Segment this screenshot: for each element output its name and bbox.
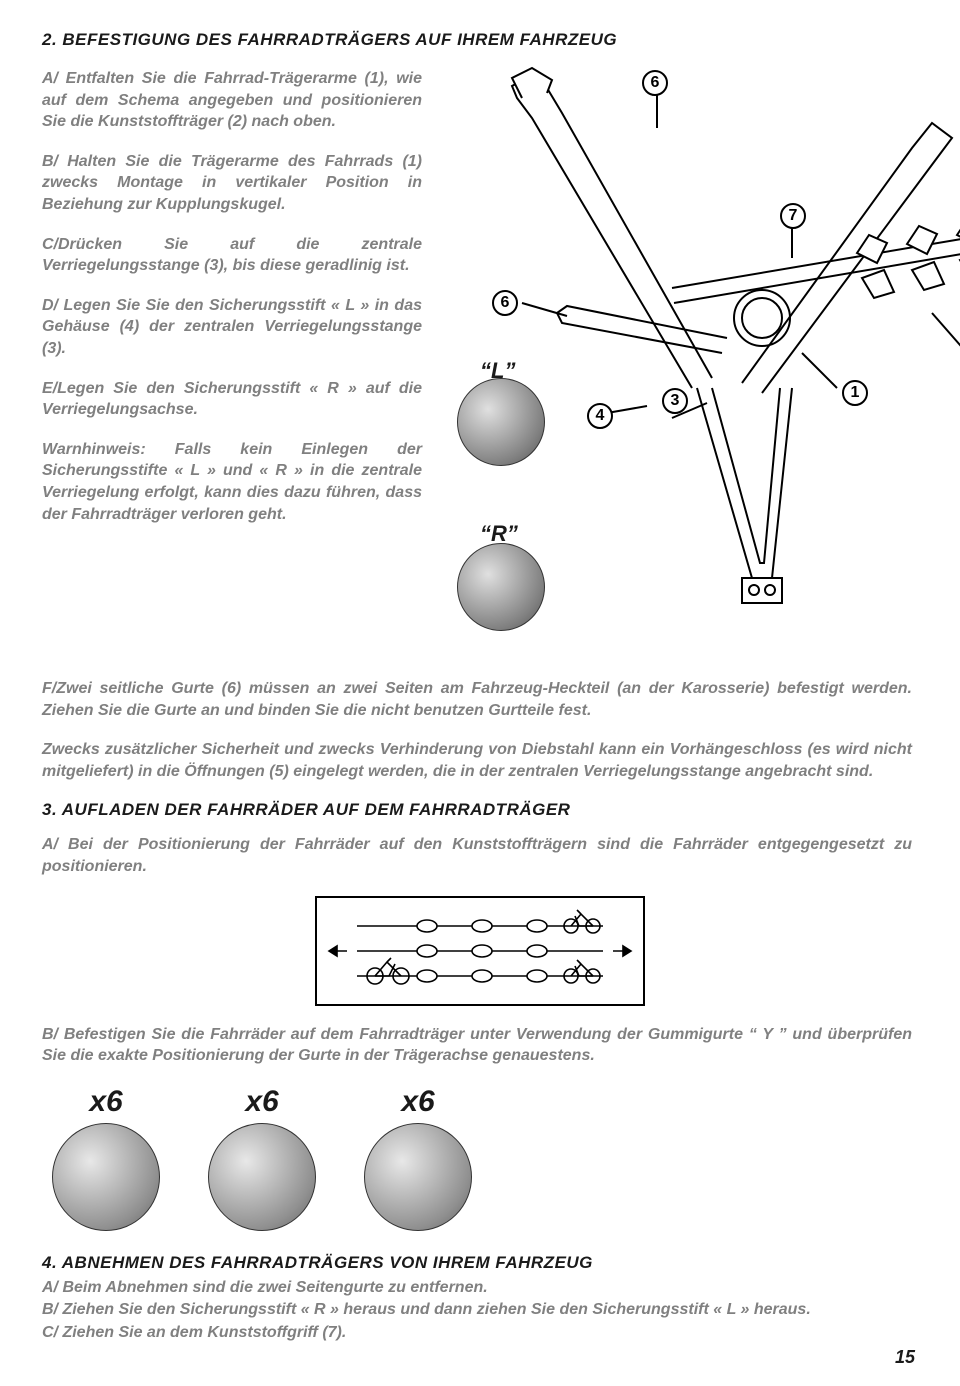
section4-line-c: C/ Ziehen Sie an dem Kunststoffgriff (7)… — [42, 1322, 912, 1344]
x6-label-1: x6 — [89, 1085, 122, 1119]
section2-para-e: E/Legen Sie den Sicherungsstift « R » au… — [42, 378, 422, 421]
callout-6-left: 6 — [492, 290, 518, 316]
callout-6-top: 6 — [642, 70, 668, 96]
x6-item-2: x6 — [208, 1085, 316, 1231]
section4-line-b: B/ Ziehen Sie den Sicherungsstift « R » … — [42, 1299, 912, 1321]
x6-row: x6 x6 x6 — [52, 1085, 918, 1231]
bike-position-diagram — [315, 896, 645, 1006]
callout-7: 7 — [780, 203, 806, 229]
section3-para-a: A/ Bei der Positionierung der Fahrräder … — [42, 834, 912, 877]
x6-label-2: x6 — [245, 1085, 278, 1119]
x6-photo-3 — [364, 1123, 472, 1231]
section2-para-a: A/ Entfalten Sie die Fahrrad-Trägerarme … — [42, 68, 422, 133]
callout-1-mid: 1 — [842, 380, 868, 406]
page-number: 15 — [895, 1347, 915, 1368]
section4-heading: 4. ABNEHMEN DES FAHRRADTRÄGERS VON IHREM… — [42, 1253, 918, 1273]
section4-line-a: A/ Beim Abnehmen sind die zwei Seitengur… — [42, 1277, 912, 1299]
inset-photo-l — [457, 378, 545, 466]
section2-para-padlock: Zwecks zusätzlicher Sicherheit und zweck… — [42, 739, 912, 782]
x6-label-3: x6 — [401, 1085, 434, 1119]
carrier-diagram: 6 6 7 2 1 1 3 4 — [462, 58, 960, 618]
inset-photo-r — [457, 543, 545, 631]
callout-4: 4 — [587, 403, 613, 429]
section2-para-b: B/ Halten Sie die Trägerarme des Fahrrad… — [42, 151, 422, 216]
section2-top: A/ Entfalten Sie die Fahrrad-Trägerarme … — [42, 68, 918, 678]
section3-heading: 3. AUFLADEN DER FAHRRÄDER AUF DEM FAHRRA… — [42, 800, 918, 820]
section2-para-c: C/Drücken Sie auf die zentrale Verriegel… — [42, 234, 422, 277]
section2-heading: 2. BEFESTIGUNG DES FAHRRADTRÄGERS AUF IH… — [42, 30, 918, 50]
section2-para-warn: Warnhinweis: Falls kein Einlegen der Sic… — [42, 439, 422, 525]
x6-item-1: x6 — [52, 1085, 160, 1231]
x6-item-3: x6 — [364, 1085, 472, 1231]
section2-para-f: F/Zwei seitliche Gurte (6) müssen an zwe… — [42, 678, 912, 721]
callout-3: 3 — [662, 388, 688, 414]
section3-para-b: B/ Befestigen Sie die Fahrräder auf dem … — [42, 1024, 912, 1067]
section4: 4. ABNEHMEN DES FAHRRADTRÄGERS VON IHREM… — [42, 1253, 918, 1344]
x6-photo-2 — [208, 1123, 316, 1231]
x6-photo-1 — [52, 1123, 160, 1231]
section2-para-d: D/ Legen Sie Sie den Sicherungsstift « L… — [42, 295, 422, 360]
